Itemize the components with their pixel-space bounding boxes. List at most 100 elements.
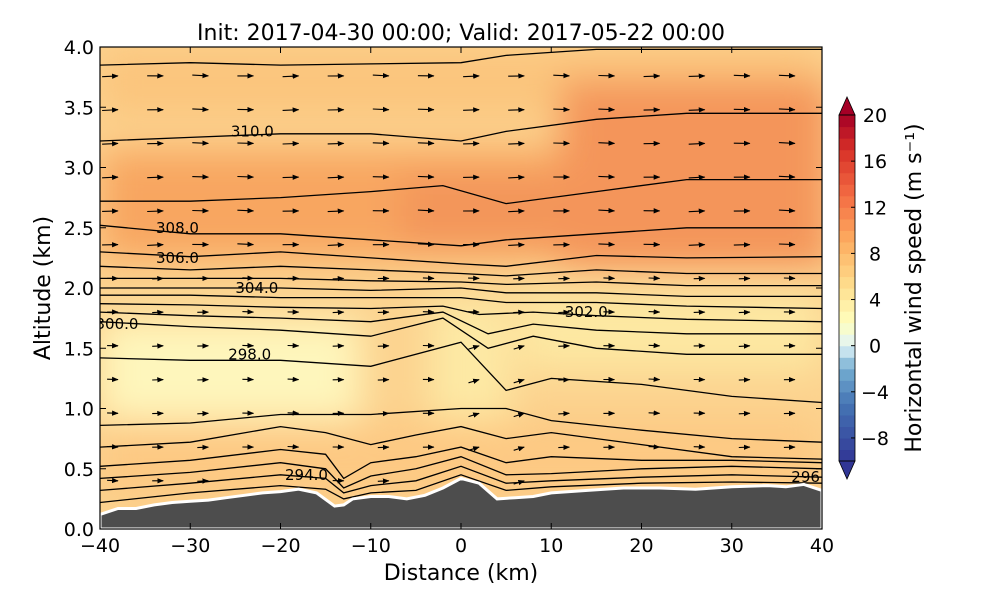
colorbar-cell: [839, 172, 855, 185]
terrain: [100, 476, 822, 529]
wind-vector: [147, 242, 164, 248]
colorbar-cell: [839, 299, 855, 312]
colorbar-cells: [839, 115, 855, 462]
colorbar-cell: [839, 195, 855, 208]
wind-vector: [733, 73, 751, 79]
wind-vector: [287, 410, 300, 416]
x-axis: −40 −30 −20 −10 0 10 20 30 40: [80, 47, 834, 557]
wind-vector: [107, 477, 119, 484]
colorbar-tick-label: −4: [861, 382, 889, 404]
theta-contour-310: [100, 112, 822, 142]
theta-contour-295.5: [100, 446, 822, 480]
wind-vector: [558, 377, 570, 383]
theta-contour-311: [100, 48, 822, 66]
contour-label: 294.0: [285, 466, 328, 484]
wind-vector: [242, 275, 255, 281]
wind-vector: [147, 208, 164, 214]
theta-contour-303: [100, 294, 822, 310]
wind-vector: [422, 275, 435, 281]
colorbar-cell: [839, 241, 855, 254]
wind-vector: [508, 242, 525, 248]
x-tick-label: 40: [810, 535, 834, 557]
y-tick-label: 2.0: [64, 278, 94, 300]
colorbar-cell: [839, 437, 855, 451]
colorbar-cell: [839, 218, 855, 231]
colorbar-cell: [839, 426, 855, 439]
wind-vector: [558, 444, 570, 451]
wind-vector: [102, 208, 119, 214]
colorbar-cell: [839, 345, 855, 358]
colorbar-extend-min: [838, 460, 856, 480]
wind-vector: [192, 140, 209, 146]
wind-vector: [598, 174, 616, 180]
wind-vector: [372, 140, 390, 146]
wind-vector: [327, 242, 345, 248]
wind-vector: [102, 141, 119, 147]
colorbar-cell: [839, 311, 855, 324]
wind-vector: [332, 276, 345, 282]
wind-vector: [237, 208, 255, 214]
wind-vector: [733, 242, 751, 248]
x-axis-label: Distance (km): [384, 561, 539, 586]
wind-vector: [558, 410, 570, 417]
wind-vector: [778, 174, 796, 180]
theta-contour-305: [100, 277, 822, 287]
wind-vector: [287, 444, 300, 450]
wind-vector: [417, 241, 435, 247]
theta-contour-300: [100, 317, 822, 355]
theta-contour-304: [100, 287, 822, 298]
wind-vector: [327, 174, 345, 180]
wind-vector: [463, 73, 480, 79]
wind-vector: [468, 412, 480, 418]
x-tick-label: 10: [539, 535, 563, 557]
theta-contour-301: [100, 311, 822, 335]
wind-vector: [102, 107, 119, 113]
wind-vector: [282, 174, 300, 180]
x-tick-label: 0: [455, 535, 467, 557]
wind-vector: [468, 378, 480, 384]
theta-contour-309: [100, 178, 822, 205]
colorbar-cell: [839, 380, 855, 393]
wind-vector: [688, 242, 706, 248]
wind-vector: [778, 73, 796, 79]
colorbar-cell: [839, 403, 855, 416]
colorbar-cell: [839, 449, 855, 462]
x-tick-label: −10: [351, 535, 391, 557]
wind-vector: [508, 174, 525, 181]
wind-vector: [332, 309, 345, 316]
wind-vector: [192, 72, 209, 79]
wind-vector: [372, 106, 390, 113]
colorbar-cell: [839, 264, 855, 278]
colorbar-cell: [839, 276, 855, 289]
wind-vector: [513, 480, 525, 486]
wind-vector: [417, 207, 435, 214]
y-axis-label: Altitude (km): [31, 216, 56, 360]
wind-vector: [192, 106, 209, 113]
wind-vector: [327, 140, 345, 147]
colorbar-cell: [839, 138, 855, 151]
wind-vector: [778, 106, 796, 113]
y-tick-label: 0.0: [64, 519, 94, 541]
contour-labels: 310.0 308.0 306.0 304.0 300.0 298.0 302.0 294.0…: [100, 122, 820, 486]
colorbar-cell: [839, 207, 855, 220]
wind-vector: [738, 309, 751, 316]
y-tick-label: 1.5: [64, 338, 94, 360]
wind-vector: [287, 376, 300, 382]
colorbar-tick-label: 8: [869, 243, 881, 265]
wind-vector: [513, 446, 525, 452]
wind-vector: [102, 73, 119, 79]
colorbar-cell: [839, 184, 855, 197]
wind-vector: [377, 444, 390, 451]
wind-vector: [417, 140, 435, 146]
colorbar-tick-label: 16: [863, 151, 887, 173]
wind-vector: [192, 174, 209, 180]
colorbar-tick-label: 20: [863, 105, 887, 127]
y-tick-label: 0.5: [64, 459, 94, 481]
wind-vector: [688, 107, 706, 113]
wind-vector: [648, 444, 661, 450]
x-tick-label: −30: [170, 535, 210, 557]
wind-vector: [553, 106, 570, 113]
wind-vector: [688, 73, 706, 79]
wind-vector: [603, 275, 616, 281]
wind-vector: [598, 106, 616, 113]
